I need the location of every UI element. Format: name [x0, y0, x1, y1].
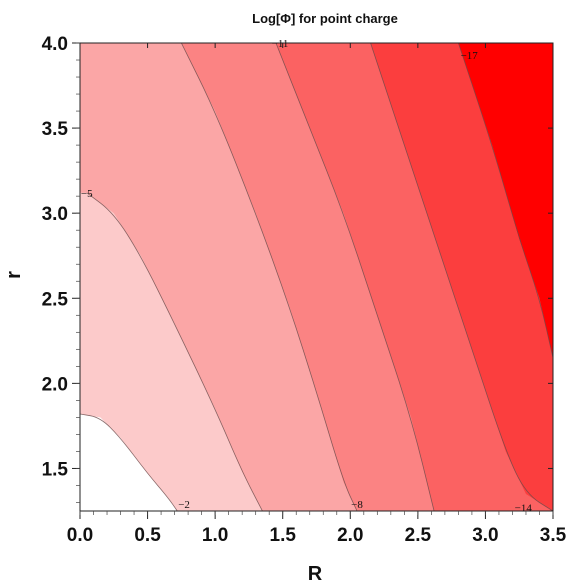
x-axis-title: R	[308, 563, 323, 583]
x-tick-label: 0.0	[67, 525, 93, 546]
x-tick-label: 2.5	[405, 525, 432, 546]
plot-frame	[79, 42, 554, 512]
x-tick-label: 1.0	[202, 525, 228, 546]
x-axis: 0.0 0.5 1.0 1.5 2.0 2.5 3.0 3.5	[67, 43, 567, 546]
contour-label: −14	[515, 503, 533, 515]
contour-label: −5	[81, 188, 93, 200]
x-tick-label: 3.5	[540, 525, 567, 546]
y-axis: 1.5 2.0 2.5 3.0 3.5 4.0	[42, 34, 553, 503]
contour-regions	[80, 43, 553, 511]
contour-label: −11	[272, 38, 289, 50]
y-tick-label: 2.5	[42, 289, 69, 310]
x-tick-label: 0.5	[134, 525, 161, 546]
contour-label: −2	[178, 499, 190, 511]
contour-line--5	[86, 192, 263, 511]
y-tick-label: 3.0	[42, 204, 68, 225]
chart-title: Log[Φ] for point charge	[252, 11, 398, 26]
contour-line--14	[370, 43, 553, 511]
y-tick-label: 3.5	[42, 119, 69, 140]
contour-lines	[80, 43, 553, 511]
x-tick-label: 3.0	[472, 525, 498, 546]
y-tick-label: 2.0	[42, 374, 68, 395]
contour-label: −17	[461, 50, 479, 62]
y-tick-label: 1.5	[42, 459, 69, 480]
x-tick-label: 1.5	[270, 525, 297, 546]
contour-label-layer: −2 −5 −8 −11 −14 −17	[81, 38, 532, 515]
contour-line--11	[275, 43, 435, 511]
x-tick-label: 2.0	[337, 525, 363, 546]
contour-line--17	[458, 43, 553, 358]
y-tick-label: 4.0	[42, 34, 68, 55]
contour-label: −8	[351, 499, 363, 511]
y-axis-title: r	[3, 271, 25, 279]
contour-line--2	[80, 413, 178, 511]
contour-line--8	[180, 43, 358, 511]
region-6	[458, 43, 553, 358]
